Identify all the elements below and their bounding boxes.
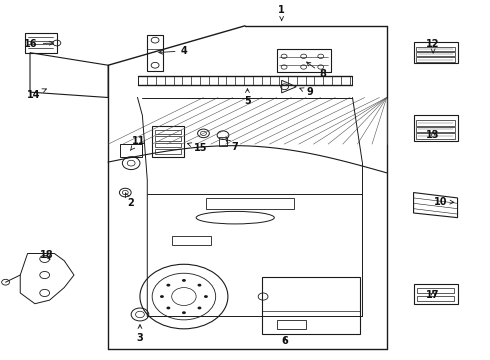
Bar — [155, 149, 181, 154]
Text: 8: 8 — [307, 62, 327, 79]
Bar — [155, 130, 181, 134]
Text: 6: 6 — [282, 336, 289, 346]
Text: 5: 5 — [244, 89, 251, 106]
Bar — [155, 136, 181, 141]
Bar — [414, 42, 458, 63]
Text: 9: 9 — [300, 87, 313, 97]
Bar — [417, 288, 454, 293]
Circle shape — [197, 306, 201, 309]
Text: 16: 16 — [24, 39, 53, 49]
Circle shape — [182, 279, 186, 282]
Bar — [25, 33, 57, 53]
Bar — [416, 57, 455, 62]
Text: 1: 1 — [278, 5, 285, 21]
Bar — [277, 49, 331, 72]
Bar — [152, 126, 184, 157]
Circle shape — [167, 306, 171, 309]
Bar — [416, 120, 455, 126]
Bar — [414, 284, 458, 304]
Text: 7: 7 — [226, 140, 239, 152]
Bar — [414, 116, 458, 140]
Circle shape — [160, 295, 164, 298]
Circle shape — [204, 295, 208, 298]
Circle shape — [167, 284, 171, 287]
Text: 13: 13 — [426, 130, 440, 140]
Circle shape — [197, 284, 201, 287]
Bar — [147, 35, 163, 71]
Circle shape — [182, 311, 186, 314]
Bar — [277, 320, 306, 329]
Text: 3: 3 — [137, 325, 143, 343]
Bar — [206, 198, 294, 209]
Bar — [416, 46, 455, 51]
Text: 10: 10 — [434, 197, 454, 207]
Text: 15: 15 — [188, 143, 208, 153]
Text: 2: 2 — [125, 193, 134, 208]
Bar — [416, 127, 455, 132]
Bar — [417, 296, 454, 301]
Bar — [416, 133, 455, 139]
Text: 4: 4 — [159, 46, 187, 56]
Bar — [262, 277, 360, 334]
Bar — [155, 143, 181, 147]
Text: 11: 11 — [130, 136, 145, 150]
Text: 18: 18 — [40, 250, 54, 260]
Text: 12: 12 — [426, 40, 440, 53]
Bar — [121, 144, 143, 157]
Text: 14: 14 — [27, 89, 47, 100]
Bar — [219, 137, 227, 146]
Bar — [416, 52, 455, 56]
Text: 17: 17 — [426, 290, 440, 300]
Bar — [172, 235, 211, 244]
